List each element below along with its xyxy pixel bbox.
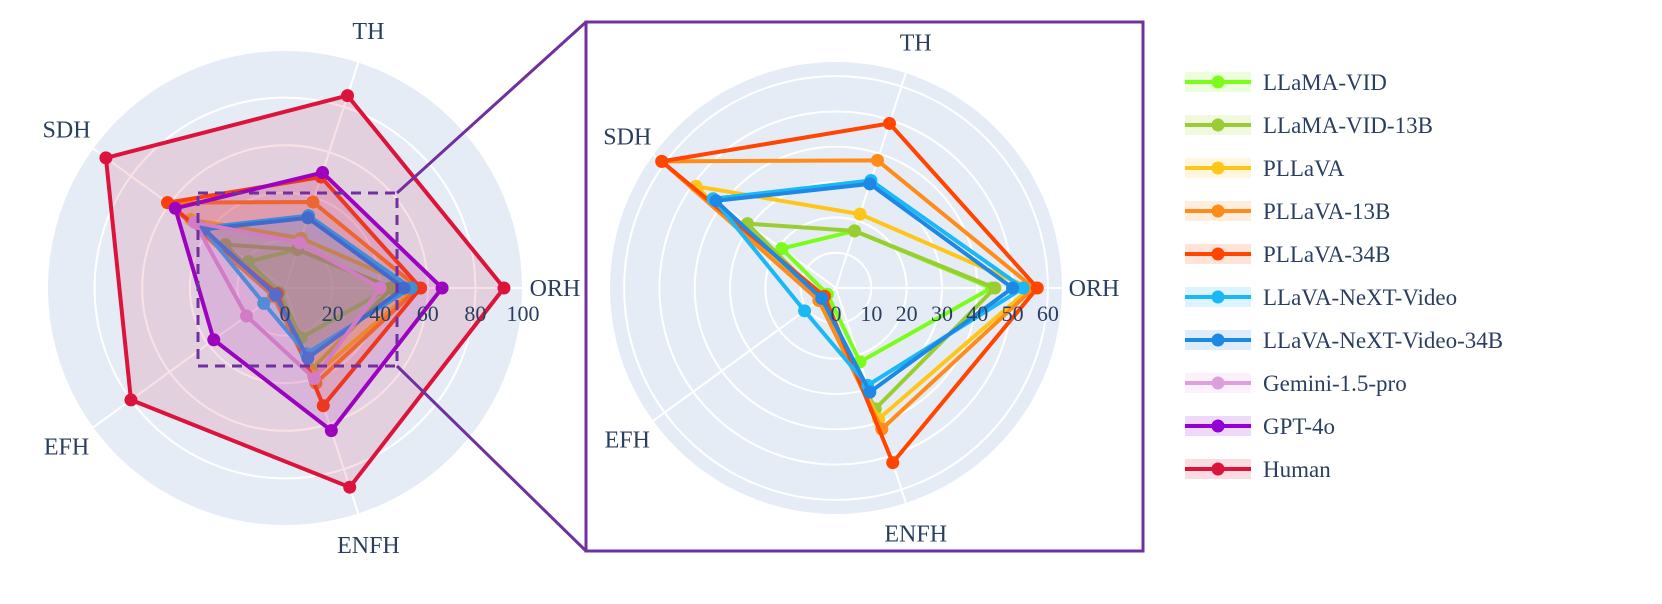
left-point-gemini-1-5-pro-th: Gemini-1.5-pro TH: 20: [293, 236, 307, 250]
left-point-human-efh: Human EFH: 80: [124, 393, 138, 407]
legend-label-gpt-4o: GPT-4o: [1263, 414, 1335, 439]
legend-label-llava-next-video: LLaVA-NeXT-Video: [1263, 285, 1457, 310]
left-point-pllava-34b-enfh: PLLaVA-34B ENFH: 52: [316, 399, 330, 413]
zoom-indicator: [196, 20, 588, 553]
left-point-pllava-34b-orh: PLLaVA-34B ORH: 57: [414, 281, 428, 295]
legend-marker-pllava-34b: [1211, 247, 1225, 261]
left-tick-label-40: 40: [369, 301, 391, 326]
right-point-llava-next-video-efh: LLaVA-NeXT-Video EFH: 11: [798, 304, 812, 318]
left-axis-label-orh: ORH: [530, 276, 581, 302]
right-axis-label-efh: EFH: [605, 428, 650, 454]
right-point-llama-vid-sdh: LLaMA-VID SDH: 19: [775, 242, 789, 256]
left-axis-label-enfh: ENFH: [337, 533, 400, 559]
right-axis-label-orh: ORH: [1069, 276, 1120, 302]
left-spoke-efh: [91, 287, 286, 429]
zoom-connector-bottom: [395, 364, 588, 553]
left-axis-label-sdh: SDH: [43, 117, 91, 143]
left-point-gpt-4o-enfh: GPT-4o ENFH: 63: [324, 424, 338, 438]
legend-label-gemini-1-5-pro: Gemini-1.5-pro: [1263, 371, 1407, 396]
legend-label-pllava: PLLaVA: [1263, 156, 1345, 181]
legend-marker-pllava: [1211, 161, 1225, 175]
right-point-llava-next-video-34b-efh: LLaVA-NeXT-Video-34B EFH: 5: [815, 291, 829, 305]
legend-marker-llama-vid: [1211, 75, 1225, 89]
left-point-llava-next-video-34b-efh: LLaVA-NeXT-Video-34B EFH: 5: [268, 288, 282, 302]
legend-label-pllava-13b: PLLaVA-13B: [1263, 199, 1390, 224]
right-axis-label-enfh: ENFH: [884, 521, 947, 547]
right-point-pllava-13b-th: PLLaVA-13B TH: 38: [870, 153, 884, 167]
left-tick-label-0: 0: [280, 301, 291, 326]
right-axis-label-sdh: SDH: [603, 124, 651, 150]
left-point-gpt-4o-sdh: GPT-4o SDH: 57: [168, 201, 182, 215]
right-series-llava-next-video-34b: [714, 181, 1015, 395]
left-point-pllava-13b-th: PLLaVA-13B TH: 38: [306, 195, 320, 209]
left-point-llava-next-video-34b-th: LLaVA-NeXT-Video-34B TH: 31: [301, 211, 315, 225]
right-point-pllava-th: PLLaVA TH: 22: [853, 207, 867, 221]
right-point-llama-vid-13b-orh: LLaMA-VID-13B ORH: 45: [988, 281, 1002, 295]
right-point-pllava-34b-orh: PLLaVA-34B ORH: 57: [1030, 281, 1044, 295]
right-series-pllava-34b: [659, 121, 1040, 465]
left-point-gemini-1-5-pro-enfh: Gemini-1.5-pro ENFH: 40: [307, 372, 321, 386]
right-point-pllava-34b-enfh: PLLaVA-34B ENFH: 52: [886, 456, 900, 470]
right-point-llava-next-video-34b-th: LLaVA-NeXT-Video-34B TH: 31: [863, 177, 877, 191]
left-axis-label-th: TH: [352, 19, 384, 45]
right-axis-label-th: TH: [900, 31, 932, 57]
right-point-llava-next-video-34b-orh: LLaVA-NeXT-Video-34B ORH: 50: [1006, 281, 1020, 295]
legend-marker-gemini-1-5-pro: [1211, 376, 1225, 390]
right-tick-label-0: 0: [831, 301, 842, 326]
legend-marker-gpt-4o: [1211, 419, 1225, 433]
left-point-gpt-4o-orh: GPT-4o ORH: 66: [435, 281, 449, 295]
right-tick-label-30: 30: [931, 301, 953, 326]
left-tick-label-80: 80: [464, 301, 486, 326]
right-point-llava-next-video-34b-enfh: LLaVA-NeXT-Video-34B ENFH: 31: [863, 385, 877, 399]
left-point-human-enfh: Human ENFH: 88: [343, 480, 357, 494]
legend-marker-llava-next-video-34b: [1211, 333, 1225, 347]
right-point-pllava-34b-sdh: PLLaVA-34B SDH: 61: [655, 154, 669, 168]
legend-label-llama-vid: LLaMA-VID: [1263, 70, 1387, 95]
left-tick-label-100: 100: [507, 301, 540, 326]
right-series-pllava: [694, 184, 1033, 421]
right-tick-label-60: 60: [1037, 301, 1059, 326]
legend-marker-llava-next-video: [1211, 290, 1225, 304]
left-point-gpt-4o-th: GPT-4o TH: 51: [316, 166, 330, 180]
left-axis-label-efh: EFH: [44, 435, 89, 461]
legend-label-llava-next-video-34b: LLaVA-NeXT-Video-34B: [1263, 328, 1503, 353]
right-tick-label-40: 40: [966, 301, 988, 326]
legend-label-llama-vid-13b: LLaMA-VID-13B: [1263, 113, 1433, 138]
left-point-llama-vid-13b-orh: LLaMA-VID-13B ORH: 45: [385, 281, 399, 295]
right-point-llama-vid-13b-th: LLaMA-VID-13B TH: 17: [848, 224, 862, 238]
left-point-llava-next-video-34b-enfh: LLaVA-NeXT-Video-34B ENFH: 31: [301, 351, 315, 365]
legend-label-pllava-34b: PLLaVA-34B: [1263, 242, 1390, 267]
right-point-llava-next-video-orh: LLaVA-NeXT-Video ORH: 53: [1016, 281, 1030, 295]
legend: LLaMA-VID LLaMA-VID-13B PLLaVA PLLaVA-13B PL…: [1185, 70, 1503, 482]
right-radar-chart-zoom: ORHTHSDHEFHENFHLLaMA-VID ORH: 44LLaMA-VI…: [584, 20, 1145, 553]
right-tick-label-10: 10: [860, 301, 882, 326]
left-series-gemini-1-5-pro: [192, 220, 383, 381]
left-point-gemini-1-5-pro-orh: Gemini-1.5-pro ORH: 40: [373, 281, 387, 295]
left-point-human-th: Human TH: 85: [341, 89, 355, 103]
left-point-human-sdh: Human SDH: 93: [99, 151, 113, 165]
left-point-llava-next-video-34b-orh: LLaVA-NeXT-Video-34B ORH: 50: [397, 281, 411, 295]
right-point-llava-next-video-34b-sdh: LLaVA-NeXT-Video-34B SDH: 42: [709, 194, 723, 208]
legend-marker-llama-vid-13b: [1211, 118, 1225, 132]
left-point-llava-next-video-efh: LLaVA-NeXT-Video EFH: 11: [257, 296, 271, 310]
left-tick-label-20: 20: [322, 301, 344, 326]
legend-marker-pllava-13b: [1211, 204, 1225, 218]
legend-marker-human: [1211, 462, 1225, 476]
legend-label-human: Human: [1263, 457, 1331, 482]
left-tick-label-60: 60: [417, 301, 439, 326]
right-series-llava-next-video: [711, 178, 1026, 388]
right-tick-label-20: 20: [896, 301, 918, 326]
left-point-gemini-1-5-pro-efh: Gemini-1.5-pro EFH: 20: [239, 309, 253, 323]
left-point-human-orh: Human ORH: 92: [497, 281, 511, 295]
left-point-gpt-4o-efh: GPT-4o EFH: 37: [207, 333, 221, 347]
right-point-pllava-34b-th: PLLaVA-34B TH: 49: [882, 116, 896, 130]
right-tick-label-50: 50: [1002, 301, 1024, 326]
zoom-connector-top: [395, 20, 588, 195]
